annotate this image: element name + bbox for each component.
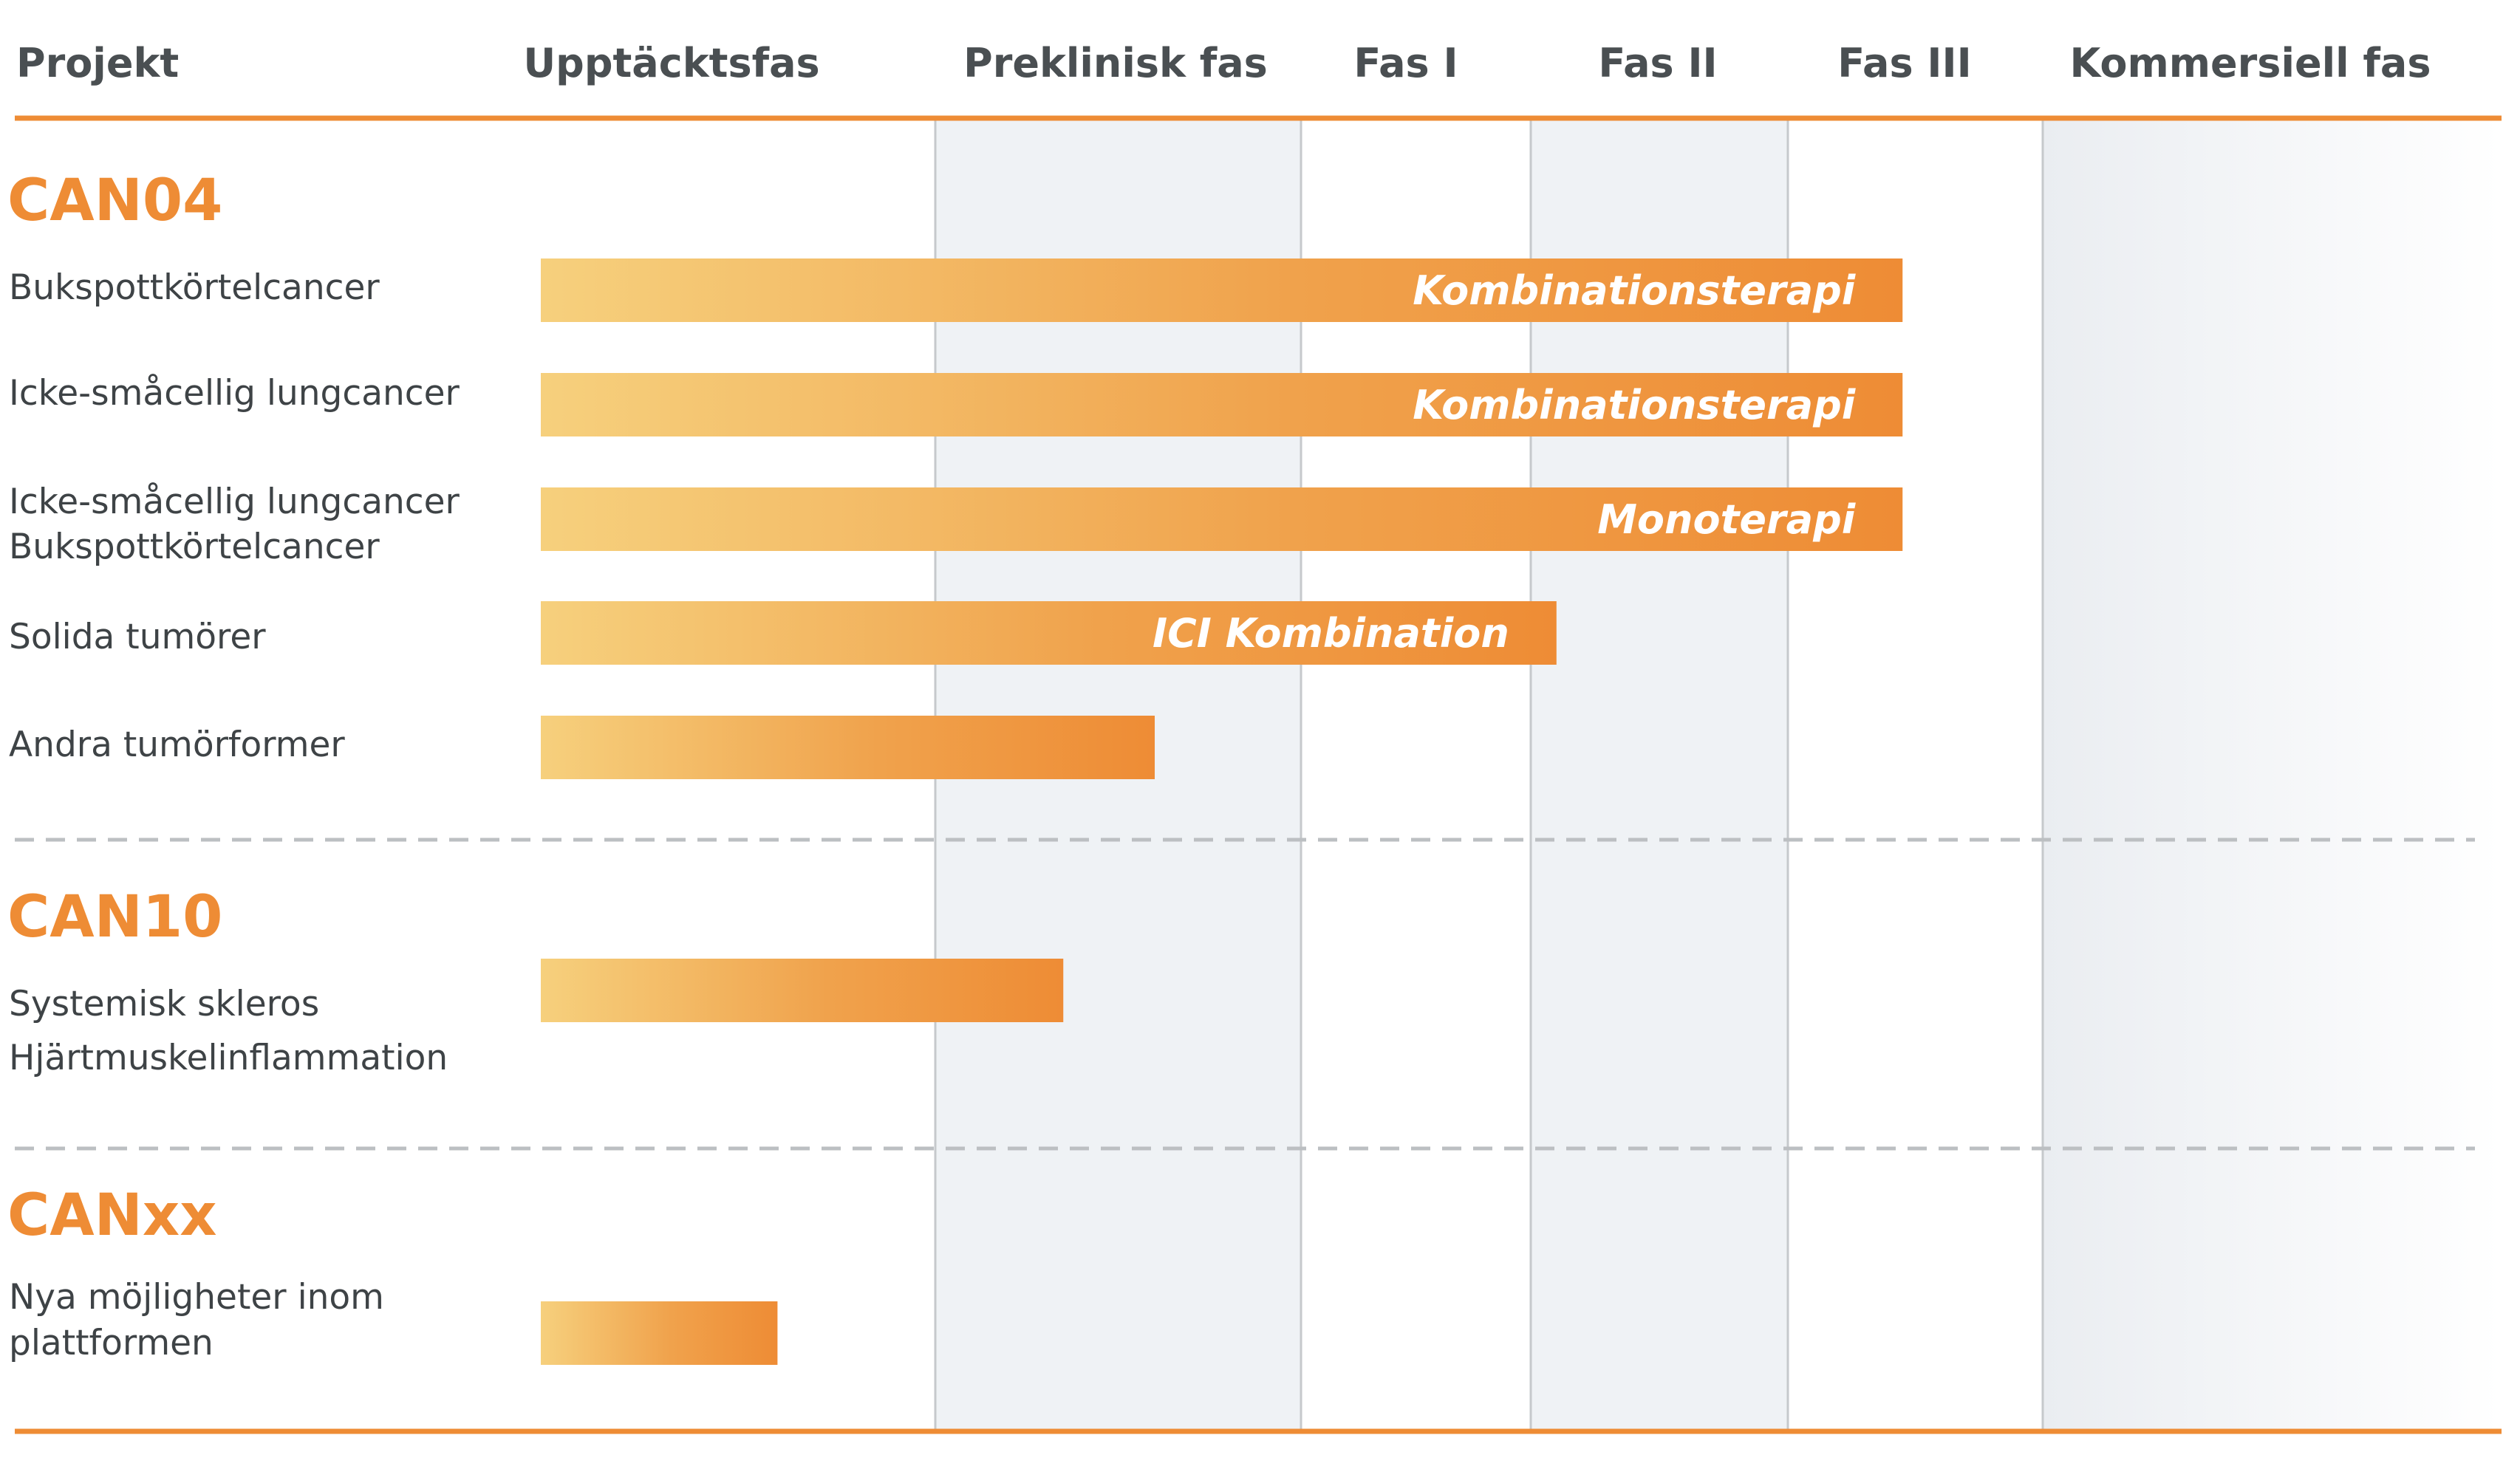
shade-kommersiell <box>2043 118 2502 1431</box>
row-label-bukspottkortelcancer: Bukspottkörtelcancer <box>9 267 380 308</box>
bar-label-can04-4: ICI Kombination <box>1153 610 1509 657</box>
group-title-can10: CAN10 <box>7 884 222 951</box>
row-label-icke-smacellig-lungcancer: Icke-småcellig lungcancer <box>9 373 460 414</box>
bar-label-can04-1: Kombinationsterapi <box>1413 267 1856 314</box>
bar-can04-5 <box>541 716 1155 779</box>
bar-label-can04-2: Kombinationsterapi <box>1413 382 1856 428</box>
shade-fas-ii <box>1531 118 1788 1431</box>
phase-headers: Upptäcktsfas Preklinisk fas Fas I Fas II Fas… <box>523 40 2431 86</box>
column-header-projekt: Projekt <box>16 40 179 86</box>
row-label-hjartmuskelinflammation: Hjärtmuskelinflammation <box>9 1038 448 1078</box>
bar-can04-3 <box>541 487 1903 551</box>
row-label-systemisk-skleros: Systemisk skleros <box>9 984 319 1024</box>
phase-header-1: Upptäcktsfas <box>523 40 819 86</box>
row-label-mono-line-1: Icke-småcellig lungcancer <box>9 482 460 522</box>
bar-can04-2 <box>541 373 1903 436</box>
phase-header-5: Fas III <box>1837 40 1971 86</box>
row-label-mono-line-2: Bukspottkörtelcancer <box>9 527 380 567</box>
phase-header-4: Fas II <box>1598 40 1717 86</box>
row-label-nya-mojligheter: Nya möjligheter inom <box>9 1277 384 1318</box>
bar-can04-1 <box>541 258 1903 322</box>
row-label-andra-tumorformer: Andra tumörformer <box>9 725 345 765</box>
progress-bars: Kombinationsterapi Kombinationsterapi Mono… <box>541 258 1903 1365</box>
group-title-canxx: CANxx <box>7 1182 217 1249</box>
row-label-plattformen: plattformen <box>9 1323 214 1363</box>
phase-header-3: Fas I <box>1353 40 1458 86</box>
group-title-can04: CAN04 <box>7 168 222 234</box>
phase-header-6: Kommersiell fas <box>2070 40 2431 86</box>
bar-label-can04-3: Monoterapi <box>1597 496 1857 543</box>
row-label-solida-tumorer: Solida tumörer <box>9 617 266 657</box>
bar-can10-1 <box>541 959 1064 1022</box>
bar-canxx-1 <box>541 1301 778 1365</box>
bar-can04-4 <box>541 601 1557 665</box>
phase-header-2: Preklinisk fas <box>963 40 1268 86</box>
